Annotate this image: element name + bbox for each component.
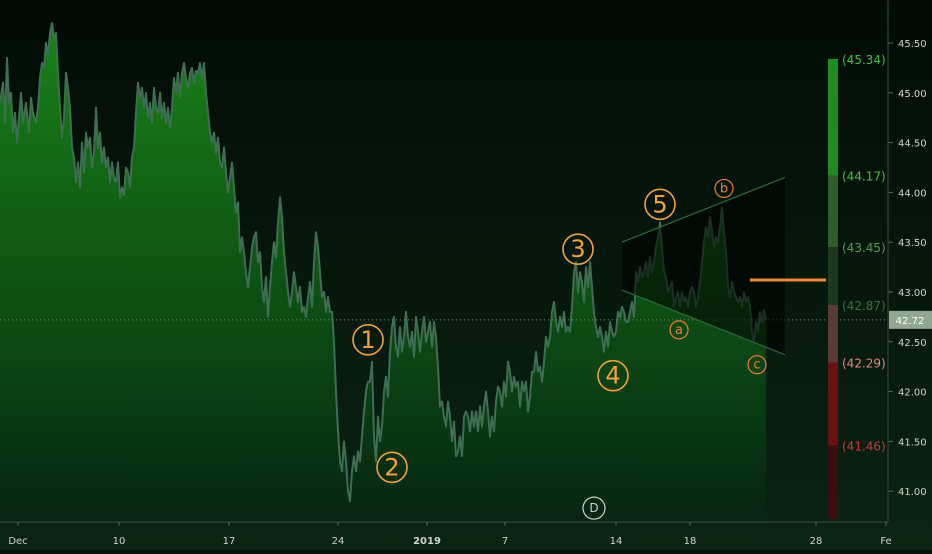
level-bar-segment (828, 175, 838, 248)
x-tick-label: 10 (113, 536, 126, 547)
wave-label-circle (582, 496, 606, 520)
channel-upper-line[interactable] (621, 176, 786, 243)
wave-label-1: 1 (360, 326, 375, 354)
wave-label-circle (669, 320, 689, 340)
x-tick-label: 7 (502, 536, 508, 547)
wave-label-c: c (753, 358, 760, 373)
y-tick-label: 42.00 (898, 388, 927, 399)
wave-label-circle (352, 324, 384, 356)
level-label: (45.34) (842, 53, 886, 67)
level-bar-segment (828, 247, 838, 305)
channel-lower-line[interactable] (621, 289, 786, 356)
y-tick-label: 43.00 (898, 288, 927, 299)
wave-label-3: 3 (570, 235, 585, 263)
y-tick-label: 43.50 (898, 238, 927, 249)
wave-label-circle (562, 233, 594, 265)
y-tick-label: 45.00 (898, 89, 927, 100)
wave-label-a: a (675, 323, 683, 338)
wave-label-circle (644, 188, 676, 221)
y-tick-label: 44.00 (898, 188, 927, 199)
x-tick-label: 2019 (413, 536, 441, 547)
level-bar-segment (828, 362, 838, 446)
y-tick-label: 45.50 (898, 39, 927, 50)
wave-label-circle (747, 355, 767, 375)
x-tick-label: 24 (332, 536, 345, 547)
level-label: (42.29) (842, 357, 886, 371)
level-bar-segment (828, 445, 838, 520)
x-tick-label: 17 (223, 536, 236, 547)
wave-label-5: 5 (652, 190, 667, 218)
level-bar-segment (828, 304, 838, 363)
wave-label-circle (714, 178, 734, 199)
x-tick-label: 14 (610, 536, 623, 547)
last-price-tag-label: 42.72 (896, 316, 925, 327)
level-bar-segment (828, 58, 838, 176)
wave-label-b: b (720, 181, 728, 196)
wave-label-circle (376, 451, 408, 484)
x-tick-label: Fe (880, 536, 891, 547)
level-label: (44.17) (842, 169, 886, 183)
x-tick-label: Dec (8, 536, 27, 547)
wave-label-circle (597, 359, 629, 392)
level-label: (43.45) (842, 241, 886, 255)
wave-label-4: 4 (605, 362, 620, 390)
y-tick-label: 41.00 (898, 487, 927, 498)
level-label: (42.87) (842, 299, 886, 313)
wave-label-2: 2 (384, 453, 399, 481)
correction-channel-fill (622, 177, 785, 355)
y-tick-label: 41.50 (898, 437, 927, 448)
level-label: (41.46) (842, 439, 886, 453)
wave-label-D: D (589, 501, 598, 515)
x-tick-label: 18 (684, 536, 697, 547)
y-tick-label: 44.50 (898, 139, 927, 150)
y-tick-label: 42.50 (898, 338, 927, 349)
x-tick-label: 28 (810, 536, 823, 547)
price-area (0, 23, 766, 522)
last-price-tag (889, 310, 932, 329)
